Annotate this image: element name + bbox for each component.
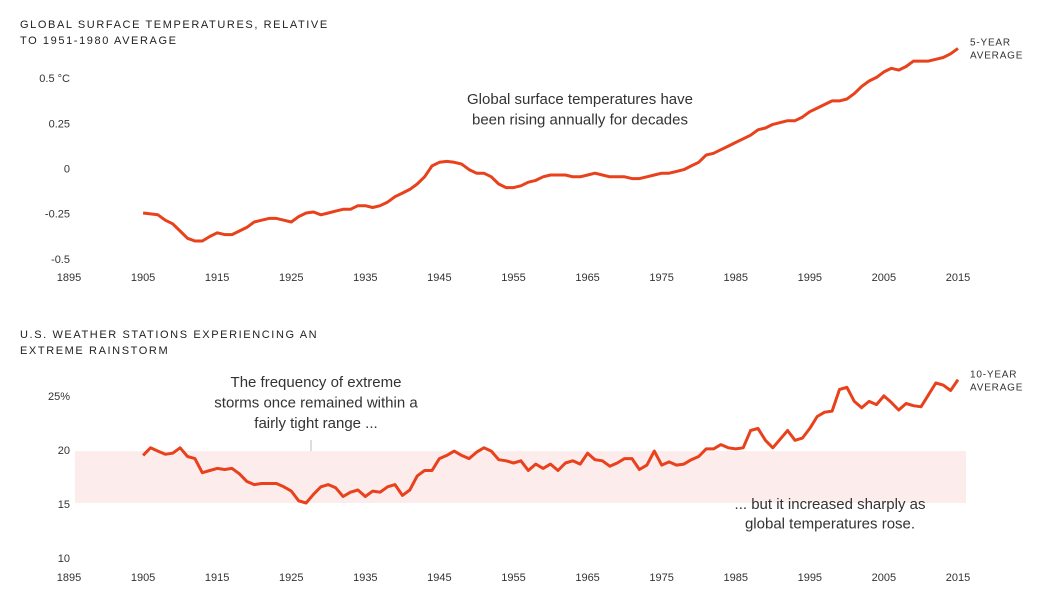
text-line: 5-YEAR — [970, 38, 1011, 49]
text-line: AVERAGE — [970, 51, 1023, 62]
text-line: AVERAGE — [970, 383, 1023, 394]
x-tick-label: 1915 — [205, 572, 229, 584]
x-tick-label: 1965 — [575, 272, 599, 284]
y-tick-label: 20 — [58, 445, 70, 457]
text-line: EXTREME RAINSTORM — [20, 345, 169, 357]
x-tick-label: 1935 — [353, 272, 377, 284]
y-tick-label: 0.5 °C — [39, 73, 70, 85]
text-line: 10-YEAR — [970, 370, 1017, 381]
y-tick-label: -0.5 — [51, 254, 70, 266]
x-tick-label: 1945 — [427, 272, 451, 284]
x-tick-label: 1895 — [57, 572, 81, 584]
text-line: storms once remained within a — [214, 394, 418, 411]
y-tick-label: 25% — [48, 391, 70, 403]
y-tick-label: -0.25 — [45, 209, 70, 221]
x-tick-label: 2005 — [872, 572, 896, 584]
x-tick-label: 2005 — [872, 272, 896, 284]
x-tick-label: 1955 — [501, 572, 525, 584]
text-line: Global surface temperatures have — [467, 91, 693, 108]
x-tick-label: 1915 — [205, 272, 229, 284]
text-line: fairly tight range ... — [254, 415, 377, 432]
x-tick-label: 1935 — [353, 572, 377, 584]
x-tick-label: 1965 — [575, 572, 599, 584]
x-tick-label: 1955 — [501, 272, 525, 284]
x-tick-label: 1925 — [279, 572, 303, 584]
y-tick-label: 10 — [58, 553, 70, 565]
data-line — [142, 378, 960, 505]
x-tick-label: 2015 — [946, 272, 970, 284]
x-tick-label: 1945 — [427, 572, 451, 584]
x-tick-label: 1995 — [798, 272, 822, 284]
y-tick-label: 0.25 — [49, 118, 70, 130]
y-tick-label: 15 — [58, 499, 70, 511]
text-line: GLOBAL SURFACE TEMPERATURES, RELATIVE — [20, 19, 329, 31]
x-tick-label: 1895 — [57, 272, 81, 284]
x-tick-label: 1925 — [279, 272, 303, 284]
x-tick-label: 2015 — [946, 572, 970, 584]
text-line: ... but it increased sharply as — [735, 496, 926, 513]
x-tick-label: 1985 — [724, 272, 748, 284]
x-tick-label: 1975 — [649, 272, 673, 284]
x-tick-label: 1975 — [649, 572, 673, 584]
y-tick-label: 0 — [64, 163, 70, 175]
data-line — [142, 47, 959, 243]
x-tick-label: 1985 — [724, 572, 748, 584]
text-line: The frequency of extreme — [231, 374, 402, 391]
x-tick-label: 1995 — [798, 572, 822, 584]
x-tick-label: 1905 — [131, 572, 155, 584]
text-line: global temperatures rose. — [745, 515, 915, 532]
text-line: been rising annually for decades — [472, 111, 688, 128]
text-line: U.S. WEATHER STATIONS EXPERIENCING AN — [20, 329, 318, 341]
text-line: TO 1951-1980 AVERAGE — [20, 35, 178, 47]
x-tick-label: 1905 — [131, 272, 155, 284]
